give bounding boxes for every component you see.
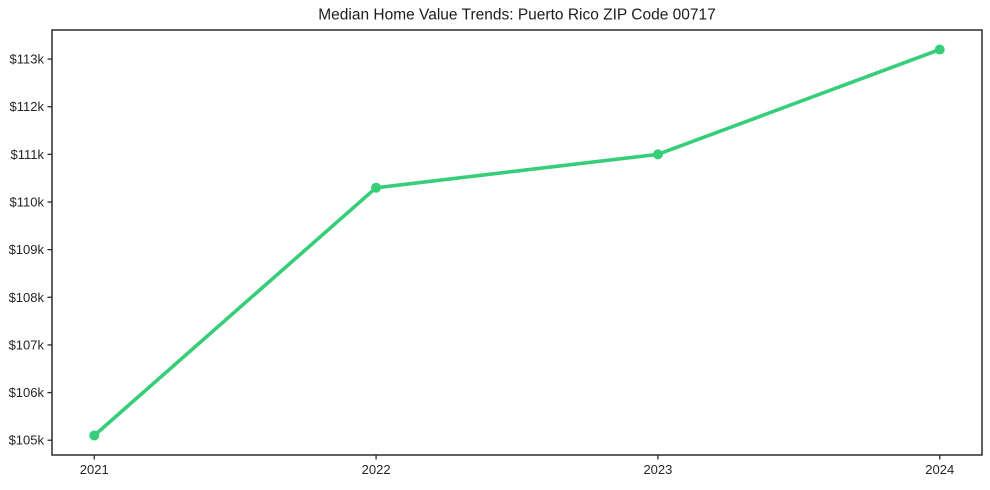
y-tick-label: $110k xyxy=(10,195,45,210)
x-tick-label: 2024 xyxy=(925,462,954,477)
y-tick-label: $112k xyxy=(10,99,45,114)
data-point-marker xyxy=(652,149,663,160)
x-tick-label: 2022 xyxy=(362,462,391,477)
x-tick-label: 2021 xyxy=(80,462,109,477)
trend-line xyxy=(92,47,942,438)
y-tick-label: $105k xyxy=(9,433,45,448)
y-tick-label: $107k xyxy=(9,337,45,352)
y-tick-label: $109k xyxy=(9,242,45,257)
chart-title: Median Home Value Trends: Puerto Rico ZI… xyxy=(318,7,715,24)
y-tick-label: $113k xyxy=(10,52,45,67)
data-point-marker xyxy=(371,182,382,193)
y-tick-label: $106k xyxy=(9,385,45,400)
data-point-marker xyxy=(934,44,945,55)
y-tick-label: $111k xyxy=(11,147,45,162)
plot-frame xyxy=(51,29,983,456)
data-point-marker xyxy=(89,430,100,441)
y-tick-label: $108k xyxy=(9,290,45,305)
x-tick-label: 2023 xyxy=(643,462,672,477)
